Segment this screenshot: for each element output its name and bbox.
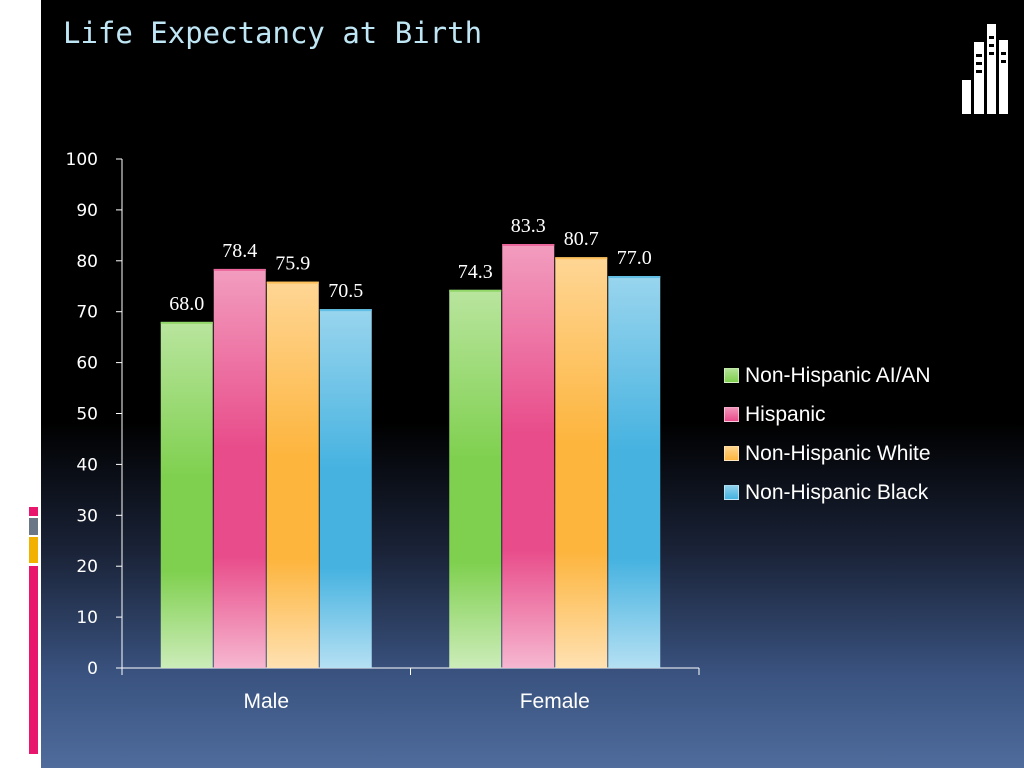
y-tick-label: 90 [76, 201, 98, 221]
legend-label: Non-Hispanic Black [745, 480, 929, 504]
legend-swatch [724, 368, 739, 383]
legend-label: Non-Hispanic AI/AN [745, 363, 931, 387]
slide-title: Life Expectancy at Birth [63, 16, 483, 50]
value-label: 68.0 [169, 293, 204, 315]
bar-non-hispanic-ai-an-female [449, 289, 502, 668]
value-label: 80.7 [564, 228, 599, 250]
value-label: 83.3 [511, 215, 546, 237]
y-tick-label: 50 [76, 405, 98, 425]
value-label: 75.9 [275, 253, 310, 275]
value-label: 78.4 [222, 240, 257, 262]
bar-top-edge [449, 289, 502, 292]
bar-top-edge [608, 276, 661, 279]
y-tick-label: 30 [76, 506, 98, 526]
bars [160, 244, 661, 669]
legend: Non-Hispanic AI/AN Hispanic Non-Hispanic W… [724, 356, 931, 512]
y-tick-label: 10 [76, 608, 98, 628]
bar-non-hispanic-black-female [608, 276, 661, 668]
bar-top-edge [555, 257, 608, 260]
value-labels: 68.0 78.4 75.9 70.5 74.3 83.3 80.7 77.0 [169, 215, 652, 315]
bar-hispanic-female [502, 244, 555, 669]
legend-item: Non-Hispanic AI/AN [724, 356, 931, 395]
legend-item: Non-Hispanic Black [724, 473, 931, 512]
accent-block-pink-top [29, 507, 38, 516]
bar-non-hispanic-ai-an-male [160, 321, 213, 668]
bar-top-edge [160, 321, 213, 324]
legend-swatch [724, 446, 739, 461]
bar-top-edge [502, 244, 555, 247]
bars-logo-icon [962, 24, 1008, 114]
legend-item: Non-Hispanic White [724, 434, 931, 473]
bar-non-hispanic-black-male [319, 309, 372, 668]
value-label: 74.3 [458, 261, 493, 283]
y-tick-label: 70 [76, 303, 98, 323]
y-tick-label: 20 [76, 557, 98, 577]
x-category-label: Male [243, 690, 289, 713]
accent-block-pink-long [29, 566, 38, 754]
x-category-label: Female [520, 690, 590, 713]
bar-non-hispanic-white-female [555, 257, 608, 668]
y-tick-label: 80 [76, 252, 98, 272]
accent-block-gray [29, 518, 38, 535]
y-tick-label: 60 [76, 354, 98, 374]
legend-item: Hispanic [724, 395, 931, 434]
accent-block-orange [29, 537, 38, 563]
legend-label: Non-Hispanic White [745, 441, 931, 465]
value-label: 70.5 [328, 280, 363, 302]
bar-top-edge [266, 281, 319, 284]
bar-top-edge [319, 309, 372, 312]
bar-non-hispanic-white-male [266, 281, 319, 668]
value-label: 77.0 [617, 247, 652, 269]
y-tick-label: 0 [87, 659, 98, 679]
bar-hispanic-male [213, 268, 266, 668]
bar-top-edge [213, 268, 266, 271]
legend-swatch [724, 407, 739, 422]
y-tick-label: 100 [66, 150, 98, 170]
y-tick-label: 40 [76, 455, 98, 475]
legend-label: Hispanic [745, 402, 826, 426]
legend-swatch [724, 485, 739, 500]
